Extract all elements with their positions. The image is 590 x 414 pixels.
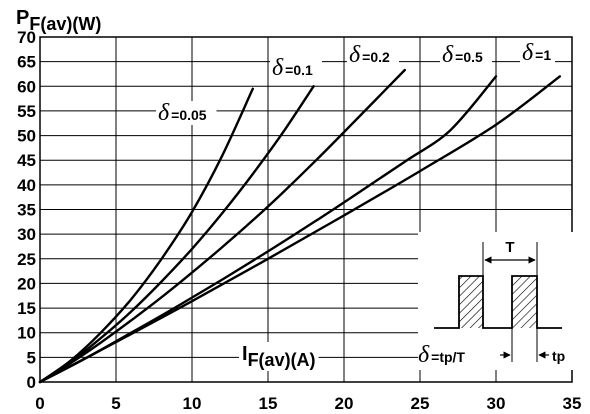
y-tick-label: 25 (17, 250, 36, 269)
y-tick-label: 5 (27, 348, 36, 367)
y-axis-title-sub: F(av)(W) (29, 14, 101, 34)
pulse-label: tp (552, 348, 565, 364)
curve-label-value: =0.2 (362, 49, 390, 65)
y-tick-label: 10 (17, 324, 36, 343)
y-tick-label: 50 (17, 127, 36, 146)
curve-label-delta: δ (272, 55, 284, 81)
curve-label-bg (347, 43, 399, 67)
inset-background (418, 232, 578, 370)
tick-labels: 0 5 10 15 20 25 30 35 40 45 50 55 60 65 70 0 5 10 15 20 25 30… (17, 28, 581, 413)
curve-label-1: δ =0.1 (272, 55, 313, 81)
y-axis-title-main: P (16, 7, 29, 29)
curve-label-value: =1 (535, 47, 551, 63)
series-line-2 (38, 68, 406, 384)
duty-formula: δ =tp/T (418, 342, 465, 368)
x-axis-title-bg (239, 342, 319, 371)
x-tick-label: 25 (411, 394, 430, 413)
curve-label-0: δ =0.05 (158, 100, 207, 126)
curve-label-value: =0.5 (455, 49, 483, 65)
curve-label-bg (520, 41, 555, 65)
series-line-1 (38, 85, 315, 384)
series-line-0 (38, 87, 254, 384)
x-tick-label: 35 (563, 394, 582, 413)
curve-label-4: δ =1 (522, 40, 551, 66)
plot-frame (39, 36, 573, 383)
curve-label-2: δ =0.2 (349, 42, 390, 68)
delta-symbol: δ (418, 342, 430, 368)
x-tick-label: 5 (111, 394, 120, 413)
x-axis-title-sub: F(av)(A) (248, 350, 316, 370)
y-tick-label: 0 (27, 373, 36, 392)
curves (38, 68, 561, 384)
curve-label-value: =0.05 (171, 107, 207, 123)
y-tick-label: 20 (17, 274, 36, 293)
curve-label-delta: δ (442, 42, 454, 68)
x-axis-title: IF(av)(A) (242, 343, 316, 370)
curve-label-bg (440, 43, 492, 67)
x-tick-label: 30 (487, 394, 506, 413)
y-tick-label: 60 (17, 77, 36, 96)
x-tick-label: 10 (183, 394, 202, 413)
y-tick-label: 45 (17, 151, 36, 170)
x-tick-label: 15 (259, 394, 278, 413)
y-tick-label: 55 (17, 102, 36, 121)
curve-label-delta: δ (349, 42, 361, 68)
duty-cycle-inset: T tp δ =tp/T (418, 232, 578, 370)
x-tick-label: 20 (335, 394, 354, 413)
pulse-hatch-1 (459, 276, 483, 328)
curve-label-3: δ =0.5 (442, 42, 483, 68)
curve-label-value: =0.1 (285, 62, 313, 78)
y-tick-label: 15 (17, 299, 36, 318)
y-tick-label: 30 (17, 225, 36, 244)
curve-label-bg (156, 101, 217, 125)
series-line-4 (38, 75, 561, 384)
y-axis-title: PF(av)(W) (16, 7, 101, 34)
x-tick-label: 0 (35, 394, 44, 413)
pulse-hatch-2 (512, 276, 537, 328)
duty-formula-text: =tp/T (431, 349, 465, 365)
curve-label-delta: δ (158, 100, 170, 126)
period-label: T (505, 239, 514, 256)
x-axis-title-main: I (242, 343, 248, 365)
curve-label-delta: δ (522, 40, 534, 66)
y-tick-label: 65 (17, 53, 36, 72)
y-tick-label: 35 (17, 201, 36, 220)
y-tick-label: 70 (17, 28, 36, 47)
y-tick-label: 40 (17, 176, 36, 195)
curve-labels: δ =0.05δ =0.1δ =0.2 δ =0.5 δ =1 (156, 40, 555, 126)
curve-label-bg (270, 56, 322, 80)
